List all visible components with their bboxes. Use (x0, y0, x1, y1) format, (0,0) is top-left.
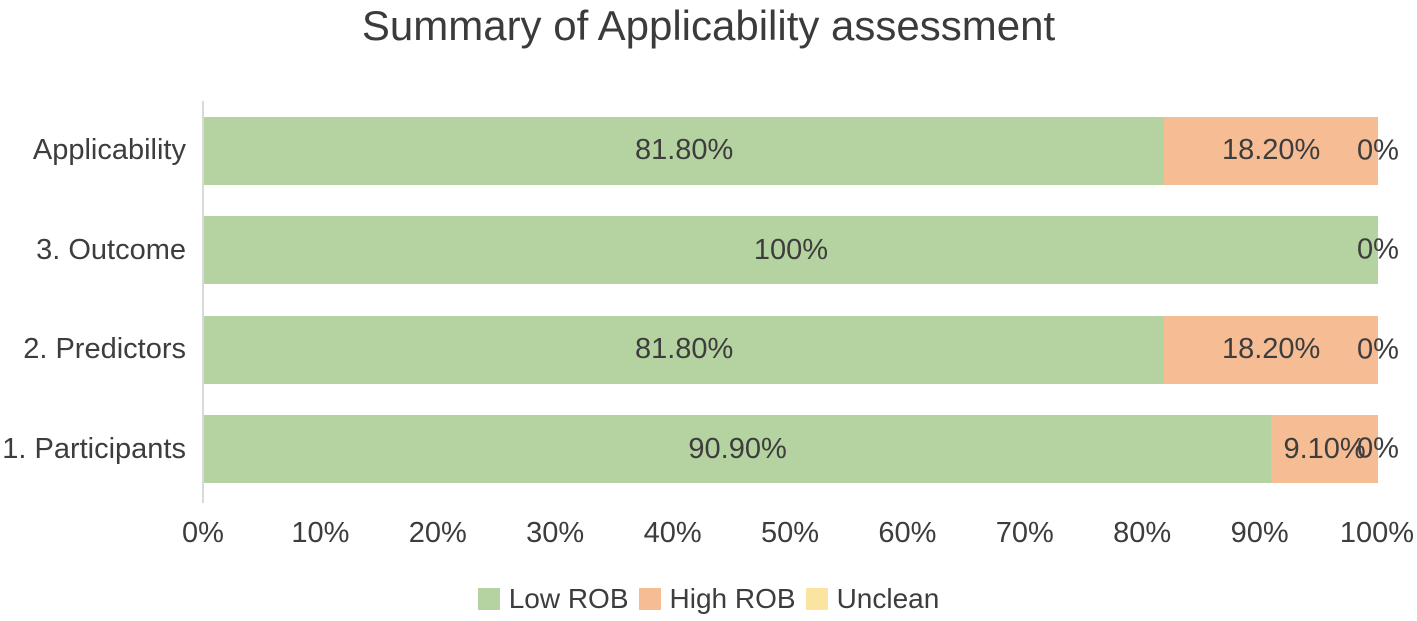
x-tick-label: 60% (878, 517, 937, 549)
data-label-zero: 0% (1357, 233, 1399, 266)
x-tick-label: 50% (760, 517, 820, 549)
bar-segment-low-rob: 100% (204, 216, 1378, 285)
bar-track: 90.90% 9.10% 0% (204, 415, 1399, 484)
x-tick-label: 40% (643, 517, 702, 549)
x-tick-label: 30% (526, 517, 585, 549)
category-label: 1. Participants (2, 432, 186, 465)
chart-row-applicability: Applicability 81.80% 18.20% 0% (0, 101, 1399, 201)
bar-segment-low-rob: 90.90% (204, 415, 1272, 484)
category-label: 3. Outcome (36, 233, 186, 266)
bar-track: 81.80% 18.20% 0% (204, 116, 1399, 185)
bar-segment-high-rob: 9.10% (1271, 415, 1378, 484)
legend-swatch-unclean-icon (805, 588, 828, 610)
data-label: 81.80% (634, 134, 734, 167)
x-tick-label: 20% (408, 517, 467, 549)
data-label: 90.90% (688, 432, 787, 465)
plot-area: Applicability 81.80% 18.20% 0% 3. Outcome 100… (0, 101, 1399, 500)
bar-track: 81.80% 18.20% 0% (204, 315, 1399, 384)
chart-row-3-outcome: 3. Outcome 100% 0% (0, 201, 1399, 301)
chart-row-2-predictors: 2. Predictors 81.80% 18.20% 0% (0, 300, 1399, 400)
x-tick-label: 100% (1339, 517, 1415, 549)
bar-segment-high-rob: 18.20% (1164, 116, 1378, 185)
bar-segment-high-rob: 18.20% (1164, 315, 1378, 384)
data-label: 18.20% (1221, 134, 1321, 167)
data-label: 81.80% (634, 333, 734, 366)
legend-label: High ROB (669, 583, 796, 614)
legend-label: Low ROB (508, 583, 629, 614)
legend: Low ROB High ROB Unclean (0, 583, 1417, 615)
data-label: 9.10% (1283, 432, 1366, 465)
legend-item-high-rob: High ROB (638, 583, 796, 615)
x-tick-label: 70% (995, 517, 1054, 549)
x-tick-label: 80% (1113, 517, 1172, 549)
legend-swatch-low-rob-icon (477, 588, 500, 610)
chart-title: Summary of Applicability assessment (361, 2, 1056, 49)
data-label-zero: 0% (1357, 134, 1399, 167)
bar-segment-low-rob: 81.80% (204, 315, 1165, 384)
data-label-zero: 0% (1357, 432, 1399, 465)
data-label: 100% (753, 233, 829, 266)
x-axis: 0% 10% 20% 30% 40% 50% 60% 70% 80% 90% 100% (0, 517, 1417, 553)
data-label-zero: 0% (1357, 333, 1399, 366)
x-tick-label: 0% (182, 517, 224, 549)
category-label: 2. Predictors (23, 333, 186, 366)
x-tick-label: 90% (1230, 517, 1289, 549)
bar-track: 100% 0% (204, 216, 1399, 285)
legend-swatch-high-rob-icon (638, 588, 661, 610)
bar-segment-low-rob: 81.80% (204, 116, 1165, 185)
x-tick-label: 10% (291, 517, 350, 549)
legend-item-unclean: Unclean (805, 583, 940, 615)
chart-row-1-participants: 1. Participants 90.90% 9.10% 0% (0, 400, 1399, 500)
legend-label: Unclean (836, 583, 940, 614)
legend-item-low-rob: Low ROB (477, 583, 629, 615)
data-label: 18.20% (1221, 333, 1321, 366)
category-label: Applicability (32, 134, 186, 167)
y-axis-line (202, 101, 204, 503)
